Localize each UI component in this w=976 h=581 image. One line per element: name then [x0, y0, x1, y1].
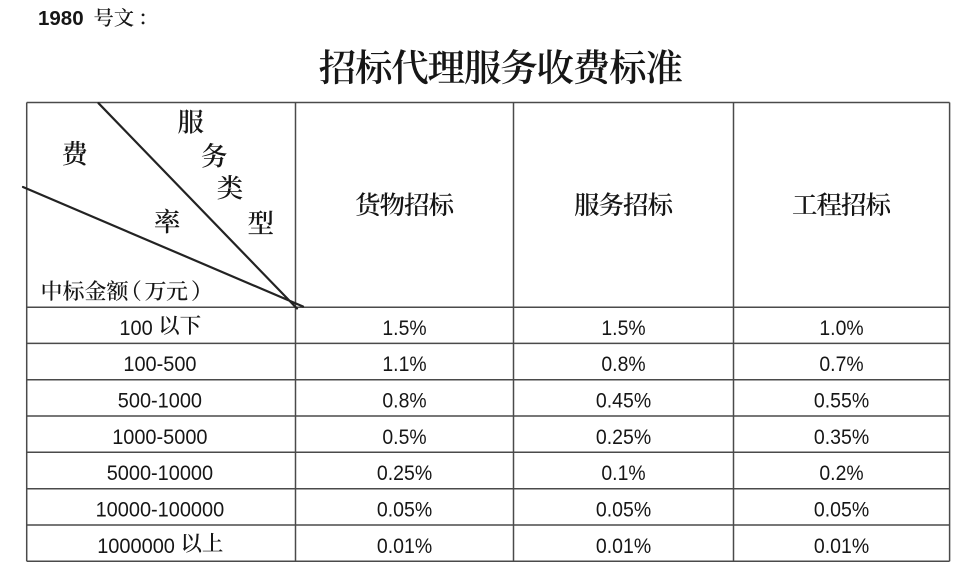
svg-text:0.7%: 0.7%	[819, 353, 863, 376]
svg-text:5000-10000: 5000-10000	[107, 462, 213, 485]
svg-text:0.25%: 0.25%	[377, 462, 432, 485]
svg-text:0.05%: 0.05%	[596, 499, 651, 522]
svg-text:1.5%: 1.5%	[601, 317, 645, 340]
svg-text:500-1000: 500-1000	[118, 390, 202, 413]
svg-text:1.0%: 1.0%	[819, 317, 863, 340]
svg-text:0.01%: 0.01%	[814, 535, 869, 558]
svg-text:0.8%: 0.8%	[382, 390, 426, 413]
svg-text:0.01%: 0.01%	[377, 535, 432, 558]
svg-text:100-500: 100-500	[123, 353, 196, 376]
svg-text:10000-100000: 10000-100000	[96, 499, 225, 522]
svg-text:1980: 1980	[38, 7, 84, 30]
svg-text:0.25%: 0.25%	[596, 426, 651, 449]
svg-text:1.5%: 1.5%	[382, 317, 426, 340]
svg-text:0.55%: 0.55%	[814, 390, 869, 413]
svg-text:0.05%: 0.05%	[377, 499, 432, 522]
svg-text:1000000: 1000000	[97, 535, 175, 558]
svg-text:0.5%: 0.5%	[382, 426, 426, 449]
svg-text:0.1%: 0.1%	[601, 462, 645, 485]
svg-text:0.2%: 0.2%	[819, 462, 863, 485]
svg-text:1000-5000: 1000-5000	[112, 426, 207, 449]
svg-text:0.45%: 0.45%	[596, 390, 651, 413]
svg-text:0.8%: 0.8%	[601, 353, 645, 376]
svg-text:100: 100	[119, 317, 152, 340]
svg-text:0.01%: 0.01%	[596, 535, 651, 558]
svg-text:0.05%: 0.05%	[814, 499, 869, 522]
svg-text:1.1%: 1.1%	[382, 353, 426, 376]
svg-text:0.35%: 0.35%	[814, 426, 869, 449]
